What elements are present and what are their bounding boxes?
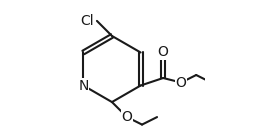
Text: Cl: Cl [80, 14, 94, 28]
Text: N: N [78, 79, 89, 92]
Text: O: O [158, 46, 168, 59]
Text: O: O [176, 75, 187, 90]
Text: O: O [122, 110, 132, 124]
